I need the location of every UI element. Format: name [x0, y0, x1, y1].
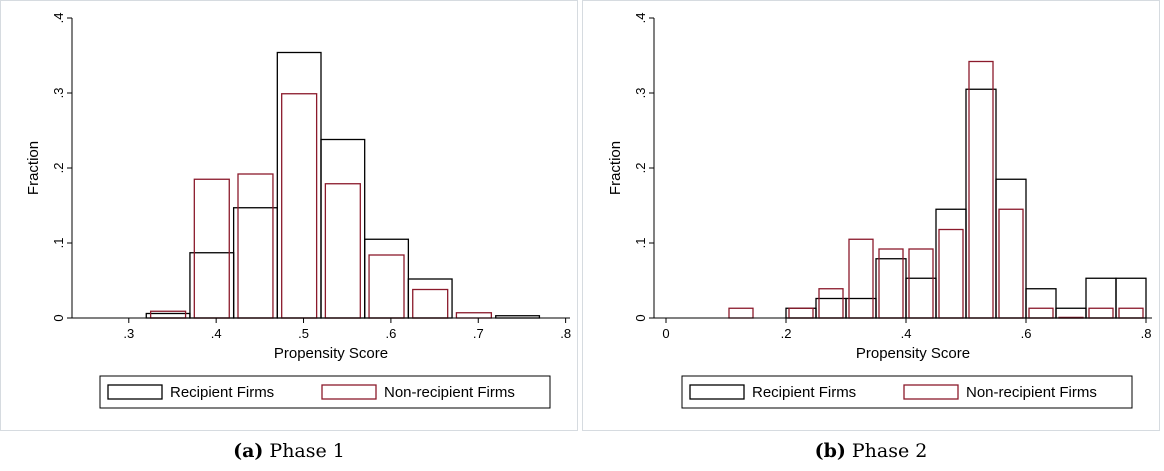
- x-tick-label: .2: [781, 326, 792, 341]
- y-tick-label: .2: [633, 163, 648, 174]
- y-tick-label: 0: [51, 314, 66, 321]
- x-tick-label: .4: [211, 326, 222, 341]
- legend: Recipient Firms Non-recipient Firms: [681, 375, 1133, 409]
- histogram-phase-1: 0 .1 .2 .3 .4 .3 .4 .5 .6 .7 .8 Propensity Score Fra…: [0, 0, 578, 431]
- y-axis-label: Fraction: [607, 141, 624, 195]
- y-tick-label: .3: [51, 88, 66, 99]
- x-tick-label: .8: [1141, 326, 1152, 341]
- x-tick-label: .5: [298, 326, 309, 341]
- y-tick-label: .4: [633, 13, 648, 24]
- legend-swatch-recipient: [689, 384, 745, 400]
- legend: Recipient Firms Non-recipient Firms: [99, 375, 551, 409]
- caption-text: Phase 1: [269, 440, 345, 462]
- panel-phase-2: 0 .1 .2 .3 .4 0 .2 .4 .6 .8 Propensity Score Fracti…: [582, 0, 1160, 471]
- legend-swatch-recipient: [107, 384, 163, 400]
- x-tick-label: .6: [385, 326, 396, 341]
- caption-label: (a): [233, 440, 264, 462]
- x-axis-label: Propensity Score: [274, 345, 388, 362]
- x-tick-label: .6: [1021, 326, 1032, 341]
- legend-label-nonrecipient: Non-recipient Firms: [384, 384, 515, 401]
- legend-label-recipient: Recipient Firms: [752, 384, 856, 401]
- x-tick-label: .8: [560, 326, 571, 341]
- caption-phase-2: (b) Phase 2: [582, 440, 1160, 462]
- figure-frame: [582, 0, 1160, 431]
- x-axis-label: Propensity Score: [856, 345, 970, 362]
- legend-swatch-nonrecipient: [903, 384, 959, 400]
- y-tick-label: .2: [51, 163, 66, 174]
- x-tick-label: .3: [123, 326, 134, 341]
- x-tick-label: 0: [662, 326, 669, 341]
- series-nonrecipient: [149, 93, 493, 319]
- y-tick-label: .4: [51, 13, 66, 24]
- caption-label: (b): [814, 440, 846, 462]
- caption-text: Phase 2: [851, 440, 928, 462]
- legend-label-nonrecipient: Non-recipient Firms: [966, 384, 1097, 401]
- y-tick-label: .3: [633, 88, 648, 99]
- histogram-phase-2: 0 .1 .2 .3 .4 0 .2 .4 .6 .8 Propensity Score Fracti…: [582, 0, 1160, 431]
- y-tick-label: .1: [633, 238, 648, 249]
- legend-swatch-nonrecipient: [321, 384, 377, 400]
- y-axis-label: Fraction: [25, 141, 42, 195]
- y-tick-label: 0: [633, 314, 648, 321]
- caption-phase-1: (a) Phase 1: [0, 440, 578, 462]
- legend-label-recipient: Recipient Firms: [170, 384, 274, 401]
- legend-box: [681, 375, 1133, 409]
- panel-phase-1: 0 .1 .2 .3 .4 .3 .4 .5 .6 .7 .8 Propensity Score Fra…: [0, 0, 578, 471]
- x-tick-label: .4: [901, 326, 912, 341]
- y-tick-label: .1: [51, 238, 66, 249]
- figure-frame: [0, 0, 578, 431]
- x-tick-label: .7: [473, 326, 484, 341]
- legend-box: [99, 375, 551, 409]
